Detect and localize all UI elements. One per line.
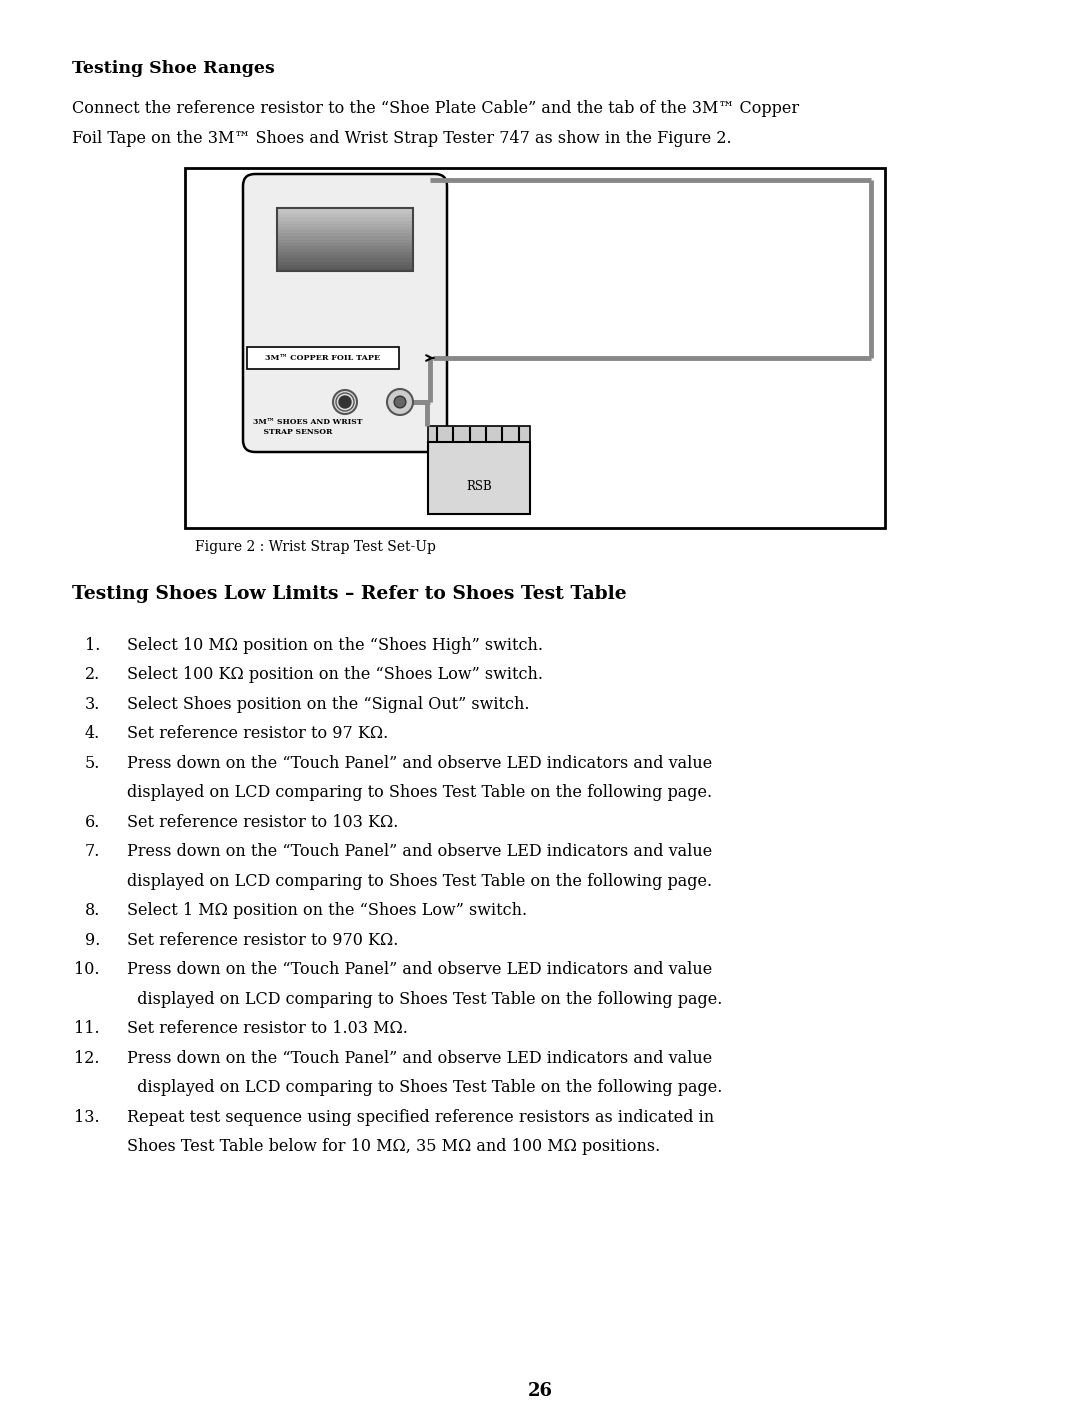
Text: Testing Shoe Ranges: Testing Shoe Ranges	[72, 60, 274, 77]
Text: Select 10 MΩ position on the “Shoes High” switch.: Select 10 MΩ position on the “Shoes High…	[127, 638, 543, 655]
Bar	[276, 218, 413, 221]
Bar	[276, 236, 413, 239]
Text: Press down on the “Touch Panel” and observe LED indicators and value: Press down on the “Touch Panel” and obse…	[127, 962, 712, 979]
Circle shape	[333, 390, 357, 414]
Bar	[276, 215, 413, 218]
Text: Select 100 KΩ position on the “Shoes Low” switch.: Select 100 KΩ position on the “Shoes Low…	[127, 666, 543, 683]
Text: RSB: RSB	[467, 480, 491, 494]
Text: 3.: 3.	[84, 696, 100, 713]
Text: Select 1 MΩ position on the “Shoes Low” switch.: Select 1 MΩ position on the “Shoes Low” …	[127, 902, 527, 919]
Text: 1.: 1.	[84, 638, 100, 655]
Text: 11.: 11.	[75, 1020, 100, 1037]
Bar	[247, 347, 399, 369]
Bar	[276, 231, 413, 233]
Bar	[276, 246, 413, 249]
Text: Set reference resistor to 970 KΩ.: Set reference resistor to 970 KΩ.	[127, 932, 399, 949]
Text: 26: 26	[527, 1382, 553, 1400]
Text: Set reference resistor to 97 KΩ.: Set reference resistor to 97 KΩ.	[127, 726, 388, 743]
Text: 8.: 8.	[84, 902, 100, 919]
Circle shape	[394, 396, 406, 408]
Bar	[276, 208, 413, 211]
Bar	[276, 223, 413, 226]
Text: 3M™ SHOES AND WRIST
    STRAP SENSOR: 3M™ SHOES AND WRIST STRAP SENSOR	[253, 418, 363, 437]
Text: Repeat test sequence using specified reference resistors as indicated in: Repeat test sequence using specified ref…	[127, 1109, 714, 1126]
FancyBboxPatch shape	[243, 174, 447, 453]
Bar	[276, 221, 413, 223]
Text: 5.: 5.	[84, 756, 100, 773]
Text: displayed on LCD comparing to Shoes Test Table on the following page.: displayed on LCD comparing to Shoes Test…	[127, 990, 723, 1007]
Text: Press down on the “Touch Panel” and observe LED indicators and value: Press down on the “Touch Panel” and obse…	[127, 1050, 712, 1067]
Text: Set reference resistor to 1.03 MΩ.: Set reference resistor to 1.03 MΩ.	[127, 1020, 408, 1037]
Text: displayed on LCD comparing to Shoes Test Table on the following page.: displayed on LCD comparing to Shoes Test…	[127, 872, 712, 889]
Text: 4.: 4.	[84, 726, 100, 743]
Bar	[276, 208, 413, 270]
Text: 2.: 2.	[84, 666, 100, 683]
Bar	[276, 262, 413, 265]
Bar	[276, 239, 413, 243]
Text: displayed on LCD comparing to Shoes Test Table on the following page.: displayed on LCD comparing to Shoes Test…	[127, 1080, 723, 1097]
Bar	[276, 268, 413, 270]
Bar	[276, 265, 413, 268]
Bar	[185, 168, 885, 528]
Text: displayed on LCD comparing to Shoes Test Table on the following page.: displayed on LCD comparing to Shoes Test…	[127, 784, 712, 801]
Circle shape	[387, 388, 413, 416]
Text: 6.: 6.	[84, 814, 100, 831]
Text: Select Shoes position on the “Signal Out” switch.: Select Shoes position on the “Signal Out…	[127, 696, 529, 713]
Text: Press down on the “Touch Panel” and observe LED indicators and value: Press down on the “Touch Panel” and obse…	[127, 756, 712, 773]
Bar	[276, 259, 413, 262]
Circle shape	[339, 396, 351, 408]
Text: 3M™ COPPER FOIL TAPE: 3M™ COPPER FOIL TAPE	[266, 354, 380, 361]
Text: Set reference resistor to 103 KΩ.: Set reference resistor to 103 KΩ.	[127, 814, 399, 831]
Text: Shoes Test Table below for 10 MΩ, 35 MΩ and 100 MΩ positions.: Shoes Test Table below for 10 MΩ, 35 MΩ …	[127, 1138, 660, 1155]
Bar	[276, 255, 413, 259]
Text: 12.: 12.	[75, 1050, 100, 1067]
Text: Figure 2 : Wrist Strap Test Set-Up: Figure 2 : Wrist Strap Test Set-Up	[195, 539, 436, 554]
Text: 13.: 13.	[75, 1109, 100, 1126]
Text: Testing Shoes Low Limits – Refer to Shoes Test Table: Testing Shoes Low Limits – Refer to Shoe…	[72, 585, 626, 603]
Text: Connect the reference resistor to the “Shoe Plate Cable” and the tab of the 3M™ : Connect the reference resistor to the “S…	[72, 100, 799, 117]
Text: 10.: 10.	[75, 962, 100, 979]
Bar	[276, 252, 413, 255]
Bar	[428, 425, 530, 443]
Text: Press down on the “Touch Panel” and observe LED indicators and value: Press down on the “Touch Panel” and obse…	[127, 844, 712, 861]
Text: 7.: 7.	[84, 844, 100, 861]
Bar	[276, 243, 413, 246]
Bar	[428, 443, 530, 514]
Bar	[276, 211, 413, 215]
Bar	[276, 233, 413, 236]
Text: 9.: 9.	[84, 932, 100, 949]
Text: Foil Tape on the 3M™ Shoes and Wrist Strap Tester 747 as show in the Figure 2.: Foil Tape on the 3M™ Shoes and Wrist Str…	[72, 129, 731, 147]
Bar	[276, 249, 413, 252]
Bar	[276, 226, 413, 231]
